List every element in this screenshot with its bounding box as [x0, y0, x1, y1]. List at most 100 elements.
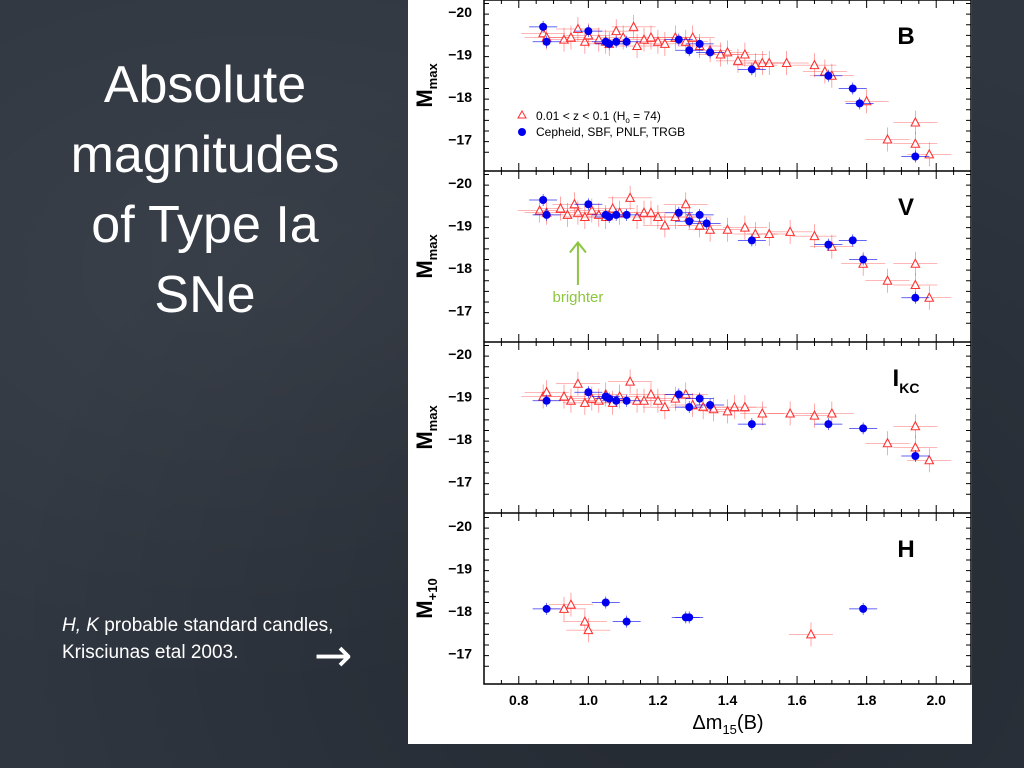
y-tick-label: −20 [448, 346, 472, 362]
triangle-point [565, 31, 577, 42]
circle-point [584, 200, 593, 209]
circle-point [685, 613, 694, 622]
circle-point [539, 196, 548, 204]
triangle-point [809, 59, 820, 70]
triangle-point [750, 228, 761, 239]
circle-point [539, 22, 548, 31]
circle-point [622, 37, 631, 46]
triangle-point [659, 38, 670, 48]
y-tick-label: −19 [448, 389, 472, 405]
triangle-point [739, 221, 751, 232]
x-tick-label: 1.8 [857, 692, 877, 708]
triangle-point [652, 36, 664, 46]
note-text: probable standard candles, [98, 615, 334, 636]
legend-label: 0.01 < z < 0.1 (Ho = 74) [536, 109, 661, 125]
circle-point [911, 452, 920, 460]
circle-point [674, 35, 683, 44]
circle-point [747, 236, 756, 245]
y-tick-label: −18 [448, 431, 472, 447]
y-tick-label: −17 [448, 646, 472, 662]
band-label: H [897, 536, 914, 563]
triangle-point [910, 441, 921, 452]
triangle-point [704, 224, 716, 234]
triangle-point [652, 395, 664, 405]
circle-point [685, 403, 694, 412]
triangle-point [687, 31, 698, 42]
y-axis-label: M+10 [412, 578, 440, 618]
y-axis-label: Mmax [412, 234, 440, 279]
y-tick-label: −20 [448, 4, 472, 20]
circle-point [859, 604, 868, 613]
triangle-point [729, 401, 740, 412]
circle-point [605, 213, 614, 221]
triangle-point [659, 401, 670, 412]
note-bands: H, K [62, 615, 99, 636]
y-axis-label: Mmax [412, 405, 440, 450]
circle-point [702, 219, 711, 228]
triangle-point [694, 219, 705, 230]
circle-point [747, 65, 756, 74]
triangle-point [645, 388, 657, 399]
circle-point [584, 388, 593, 397]
y-tick-label: −19 [448, 561, 472, 577]
triangle-point [541, 386, 552, 397]
triangle-point [739, 401, 751, 412]
triangle-point [586, 392, 597, 403]
brighter-label: brighter [552, 289, 603, 306]
circle-point [622, 210, 631, 219]
triangle-point [910, 420, 921, 431]
title-line-1: Absolute [103, 56, 307, 114]
y-axis-label: Mmax [412, 63, 440, 108]
triangle-point [659, 219, 670, 230]
triangle-point [785, 226, 796, 236]
triangle-point [624, 192, 636, 202]
circle-point [859, 255, 868, 264]
band-label: IKC [893, 365, 920, 396]
triangle-point [579, 615, 590, 626]
triangle-point [809, 230, 820, 241]
circle-point [824, 240, 833, 249]
note-reference: Krisciunas etal 2003. [62, 642, 239, 663]
triangle-point [739, 48, 751, 59]
triangle-point [534, 204, 545, 215]
triangle-point [910, 279, 921, 290]
legend-label: Cepheid, SBF, PNLF, TRGB [536, 125, 685, 139]
y-tick-label: −18 [448, 260, 472, 276]
x-tick-label: 1.4 [718, 692, 738, 708]
circle-point [824, 420, 833, 429]
triangle-point [826, 407, 837, 418]
right-arrow-icon: → [314, 628, 353, 682]
circle-point [695, 39, 704, 48]
triangle-point [757, 407, 768, 418]
circle-point [542, 210, 551, 219]
triangle-point [764, 57, 775, 68]
triangle-point [757, 57, 768, 68]
circle-point [848, 84, 857, 93]
band-label: B [897, 23, 914, 50]
circle-point [685, 46, 694, 55]
triangle-point [924, 148, 935, 159]
triangle-point [628, 21, 639, 31]
triangle-point [638, 395, 650, 405]
triangle-point [558, 390, 570, 401]
x-tick-label: 2.0 [926, 692, 946, 708]
y-tick-label: −17 [448, 132, 472, 148]
y-tick-label: −18 [448, 603, 472, 619]
circle-point [706, 48, 715, 57]
triangle-point [579, 36, 590, 46]
circle-point [674, 390, 683, 399]
circle-point [911, 152, 920, 161]
triangle-point [645, 31, 657, 42]
circle-point [695, 210, 704, 219]
circle-point [706, 401, 715, 409]
triangle-point [572, 378, 584, 388]
triangle-point [722, 46, 733, 57]
triangle-point [732, 55, 744, 65]
x-tick-label: 1.6 [787, 692, 807, 708]
triangle-point [631, 395, 643, 405]
triangle-point [607, 202, 618, 213]
triangle-point [624, 375, 636, 386]
triangle-point [586, 204, 597, 215]
title-line-3: of Type Ia [91, 196, 319, 254]
legend-triangle-marker [517, 109, 527, 119]
